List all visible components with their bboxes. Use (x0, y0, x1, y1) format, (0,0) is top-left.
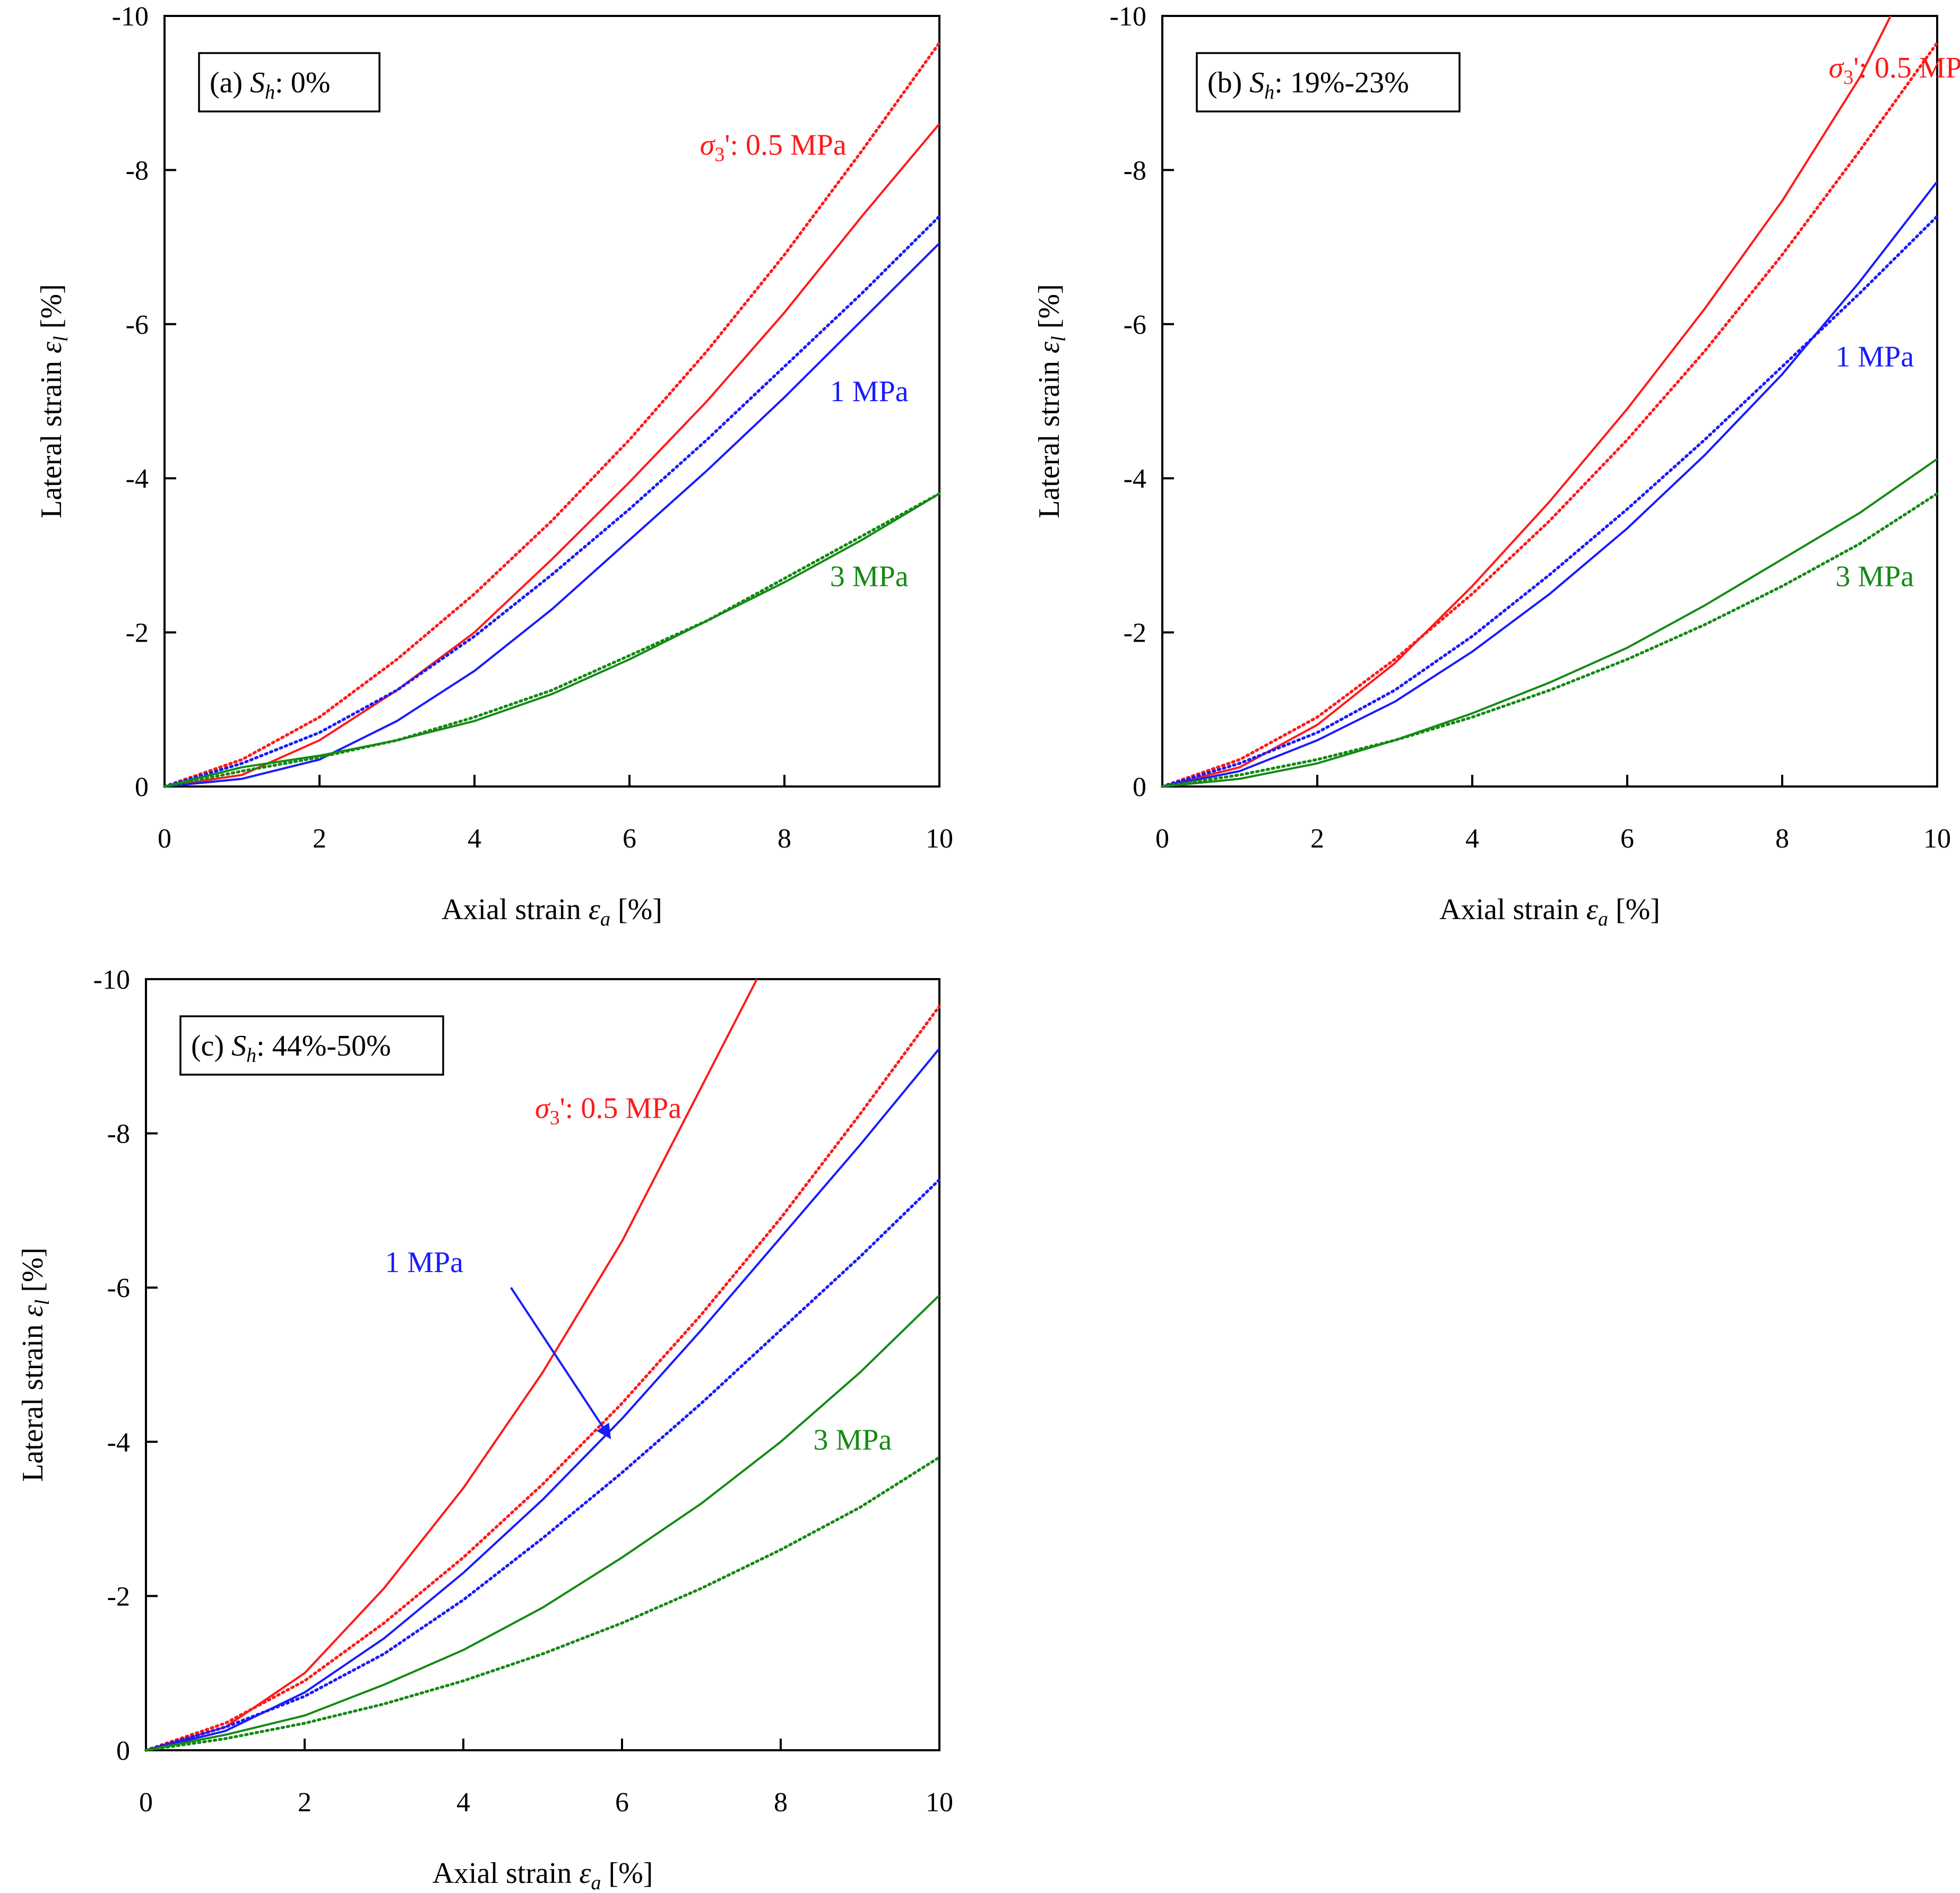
x-tick-label: 0 (139, 1787, 153, 1818)
series-line-0-5-mpa-dotted (163, 41, 941, 788)
y-tick-label: -6 (1124, 310, 1146, 340)
x-axis-title: Axial strain εa [%] (1439, 893, 1660, 930)
y-tick-label: -8 (107, 1119, 130, 1149)
series-line-1-mpa-dotted (163, 214, 941, 788)
y-tick-label: -8 (126, 155, 149, 186)
series-line-1-mpa-dotted (144, 1178, 941, 1752)
series-line-3-mpa-dotted (163, 492, 941, 788)
y-axis-title: Lateral strain εl [%] (16, 1248, 54, 1482)
panel-label: (c) Sh: 44%-50% (191, 1030, 391, 1067)
chart-panel-2: 0 2 4 6 8 10 0 -2 -4 -6 -8 -10 Axial strain εa [%] La… (16, 965, 953, 1893)
panel-label: (b) Sh: 19%-23% (1207, 66, 1409, 103)
x-tick-label: 8 (774, 1787, 788, 1818)
y-tick-label: 0 (135, 772, 149, 802)
y-tick-label: -10 (112, 2, 149, 32)
x-tick-label: 10 (926, 824, 953, 854)
series-line-1-mpa-solid (1162, 180, 1938, 788)
series-line-0-5-mpa-dotted (1161, 41, 1939, 788)
plot-frame (145, 978, 940, 1751)
series-annotation: 3 MPa (1835, 560, 1914, 593)
chart-panel-1: 0 2 4 6 8 10 0 -2 -4 -6 -8 -10 Axial strain εa [%] La… (1033, 2, 1960, 930)
x-tick-label: 2 (313, 824, 326, 854)
series-line-3-mpa-solid (145, 1294, 940, 1751)
y-tick-label: -2 (126, 618, 149, 649)
series-annotation: 1 MPa (385, 1246, 463, 1279)
y-tick-label: -4 (107, 1428, 130, 1458)
series-line-3-mpa-solid (164, 492, 940, 788)
y-tick-label: -4 (1124, 464, 1146, 494)
x-tick-label: 4 (1465, 824, 1479, 854)
x-tick-label: 8 (1775, 824, 1789, 854)
x-axis-title: Axial strain εa [%] (433, 1857, 653, 1893)
series-line-3-mpa-dotted (144, 1456, 941, 1752)
x-axis-title: Axial strain εa [%] (442, 893, 662, 930)
y-axis-title: Lateral strain εl [%] (1033, 284, 1070, 518)
x-tick-label: 2 (1310, 824, 1324, 854)
x-tick-label: 4 (468, 824, 481, 854)
series-annotation: 1 MPa (830, 375, 909, 408)
x-tick-label: 0 (158, 824, 171, 854)
series-line-3-mpa-solid (1162, 458, 1938, 788)
series-annotation: σ3': 0.5 MPa (1829, 51, 1960, 89)
y-tick-label: -2 (107, 1581, 130, 1612)
y-tick-label: 0 (116, 1736, 130, 1766)
y-tick-label: -8 (1124, 155, 1146, 186)
plot-frame (163, 15, 940, 788)
series-line-0-5-mpa-solid (1162, 15, 1892, 788)
x-tick-label: 10 (1923, 824, 1951, 854)
panel-label-box (179, 1015, 444, 1076)
y-tick-label: -10 (1110, 2, 1146, 32)
series-line-1-mpa-solid (164, 242, 940, 788)
y-tick-label: -6 (126, 310, 149, 340)
series-line-3-mpa-dotted (1161, 492, 1939, 788)
y-tick-label: -2 (1124, 618, 1146, 649)
panel-label-box (198, 52, 381, 113)
y-tick-label: -10 (93, 965, 130, 995)
plot-frame (1161, 15, 1938, 788)
series-annotation: σ3': 0.5 MPa (535, 1092, 681, 1129)
series-annotation: 1 MPa (1835, 341, 1914, 374)
panel-label: (a) Sh: 0% (210, 66, 330, 103)
y-tick-label: -4 (126, 464, 149, 494)
series-line-0-5-mpa-solid (164, 123, 940, 788)
y-tick-label: -6 (107, 1273, 130, 1303)
x-tick-label: 6 (1620, 824, 1634, 854)
x-tick-label: 4 (456, 1787, 470, 1818)
series-annotation: 3 MPa (830, 560, 909, 593)
x-tick-label: 8 (778, 824, 791, 854)
chart-panel-0: 0 2 4 6 8 10 0 -2 -4 -6 -8 -10 Axial strain εa [%] La… (35, 2, 953, 930)
series-line-0-5-mpa-dotted (144, 1005, 941, 1752)
x-tick-label: 0 (1155, 824, 1169, 854)
panel-label-box (1196, 52, 1461, 113)
x-tick-label: 6 (623, 824, 636, 854)
x-tick-label: 2 (298, 1787, 312, 1818)
series-annotation: 3 MPa (814, 1423, 892, 1456)
series-line-1-mpa-solid (145, 1048, 940, 1751)
y-tick-label: 0 (1133, 772, 1146, 802)
x-tick-label: 10 (926, 1787, 953, 1818)
annotation-arrow (510, 1287, 611, 1439)
series-line-1-mpa-dotted (1161, 214, 1939, 788)
series-annotation: σ3': 0.5 MPa (700, 128, 847, 166)
x-tick-label: 6 (615, 1787, 629, 1818)
y-axis-title: Lateral strain εl [%] (35, 284, 72, 518)
